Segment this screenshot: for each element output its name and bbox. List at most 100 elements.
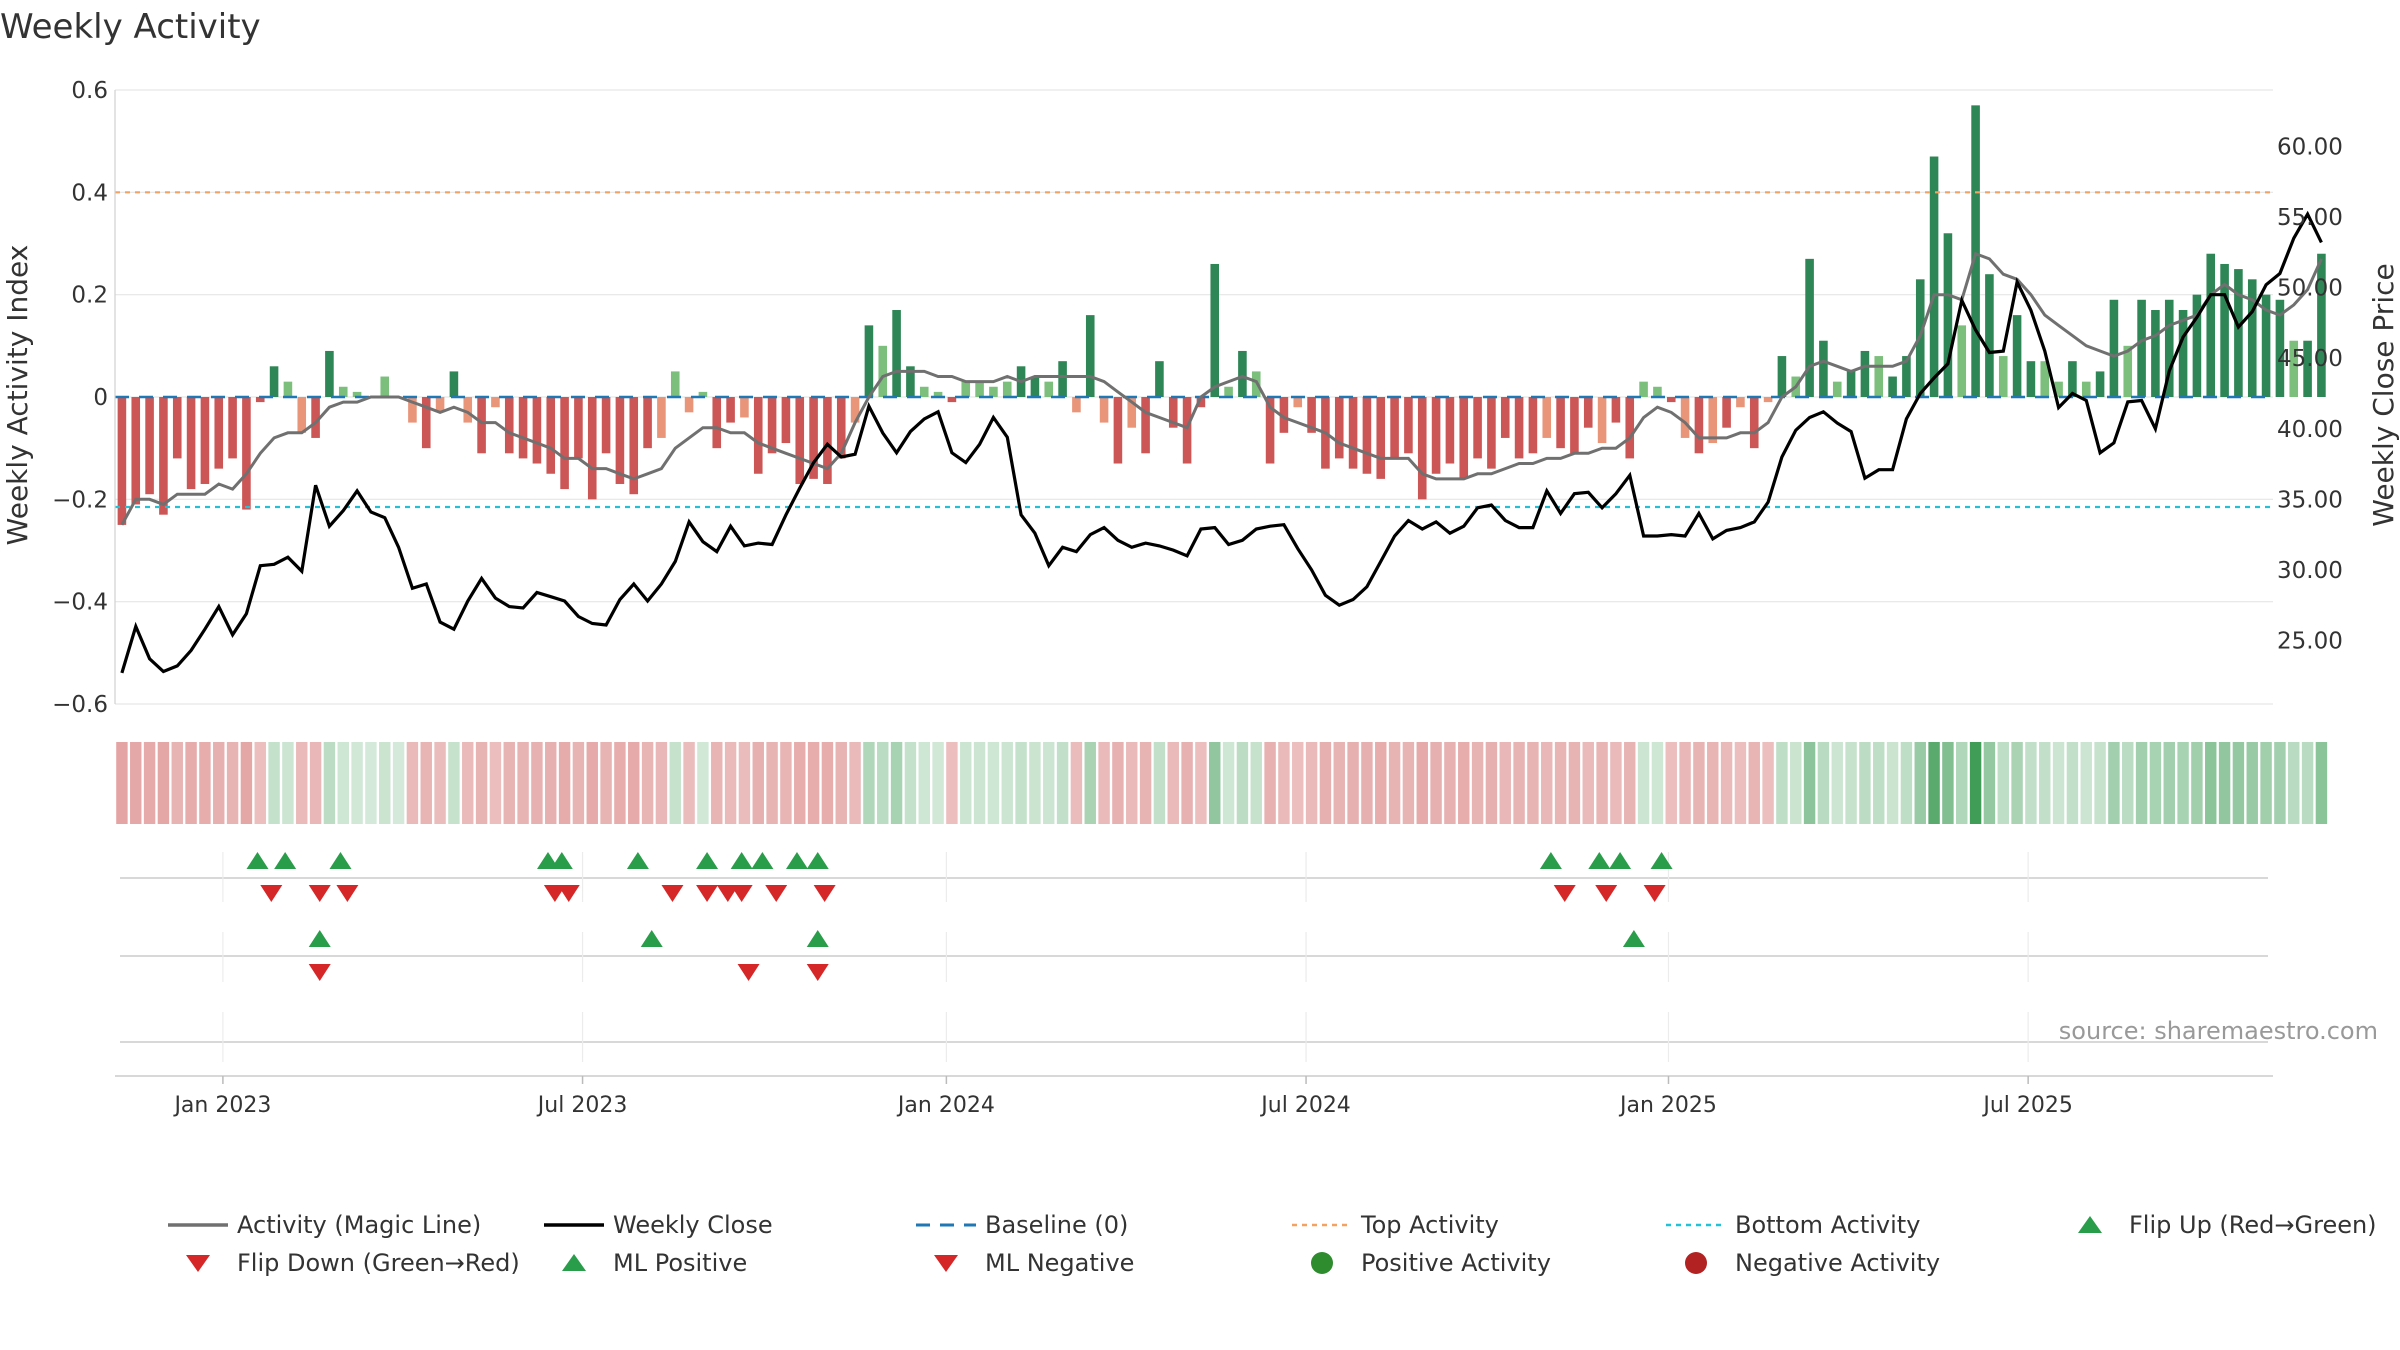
activity-bar: [850, 397, 860, 423]
axes: 0.6 0.4 0.2 0 −0.2 −0.4 −0.6 60.00 55.00 50.00 45.…: [52, 78, 2343, 718]
right-tick-label: 35.00: [2277, 487, 2343, 513]
heat-cell: [143, 742, 156, 824]
heat-cell: [1831, 742, 1843, 824]
heat-cell: [600, 742, 612, 824]
flip-down-marker: [1553, 885, 1576, 902]
activity-bar: [546, 397, 556, 474]
activity-bar: [1099, 397, 1109, 423]
heat-cell: [2246, 742, 2258, 824]
activity-bar: [435, 397, 445, 413]
activity-bar: [449, 371, 459, 397]
heat-cell: [282, 742, 294, 824]
heat-cell: [1181, 742, 1193, 824]
heat-cell: [1665, 742, 1677, 824]
activity-bar: [2234, 269, 2243, 397]
activity-bar: [1528, 397, 1538, 454]
activity-bar: [809, 397, 818, 479]
activity-bar: [1224, 386, 1233, 397]
heat-cell: [641, 742, 654, 824]
heat-cell: [1928, 742, 1940, 824]
heat-cell: [1084, 742, 1096, 824]
legend-item: Positive Activity: [1311, 1249, 1551, 1277]
signal-rows: [120, 852, 2268, 1062]
activity-bar: [2261, 294, 2271, 397]
activity-bar: [1819, 340, 1828, 397]
activity-bar: [1058, 361, 1067, 397]
heat-cell: [1541, 742, 1553, 824]
x-tick-label: Jan 2023: [172, 1093, 271, 1118]
activity-bar: [255, 397, 265, 403]
legend: Activity (Magic Line) Weekly Close Baselin…: [168, 1211, 2377, 1277]
heat-cell: [1444, 742, 1456, 824]
flip-up-marker: [536, 852, 559, 869]
right-tick-label: 55.00: [2277, 205, 2343, 231]
activity-bar: [767, 397, 777, 454]
flip-down-marker: [336, 885, 359, 902]
ml-positive-marker: [1622, 930, 1645, 947]
heat-cell: [1596, 742, 1608, 824]
activity-bar: [878, 345, 888, 397]
legend-item: Top Activity: [1292, 1211, 1499, 1239]
heat-cell: [213, 742, 225, 824]
activity-bar: [242, 397, 251, 510]
activity-bar: [1473, 397, 1482, 459]
activity-bar: [1708, 397, 1718, 444]
heat-cell: [1485, 742, 1498, 824]
heat-cell: [1167, 742, 1179, 824]
activity-bar: [864, 325, 874, 397]
heat-cell: [1250, 742, 1262, 824]
heat-cell: [1305, 742, 1318, 824]
activity-bar: [1666, 397, 1676, 403]
heat-cell: [1139, 742, 1152, 824]
activity-bar: [1736, 397, 1745, 408]
heat-cell: [1209, 742, 1221, 824]
heat-cell: [171, 742, 183, 824]
heat-cell: [766, 742, 778, 824]
legend-label: Activity (Magic Line): [237, 1211, 481, 1239]
heat-cell: [199, 742, 211, 824]
heat-cell: [1637, 742, 1650, 824]
heat-cell: [1748, 742, 1760, 824]
heat-cell: [1402, 742, 1415, 824]
heat-cell: [1983, 742, 1996, 824]
activity-bar: [615, 397, 625, 484]
activity-bar: [1334, 397, 1344, 459]
heat-cell: [1236, 742, 1249, 824]
activity-bar: [906, 366, 915, 397]
heat-cell: [475, 742, 488, 824]
flip-up-marker: [550, 852, 573, 869]
activity-bar: [795, 397, 805, 484]
activity-bar: [1044, 381, 1054, 397]
activity-bar: [2317, 253, 2326, 397]
activity-bar: [1805, 258, 1814, 397]
heat-cell: [1900, 742, 1913, 824]
heat-cell: [1388, 742, 1401, 824]
activity-bar: [1431, 397, 1441, 474]
activity-bar: [421, 397, 431, 449]
activity-bar: [1570, 397, 1579, 454]
left-tick-label: −0.6: [52, 692, 108, 718]
heat-cell: [2260, 742, 2272, 824]
activity-bar: [1417, 397, 1427, 500]
heat-cell: [2163, 742, 2175, 824]
legend-swatch: [1311, 1252, 1333, 1274]
heat-cell: [1734, 742, 1747, 824]
ml-positive-marker: [308, 930, 331, 947]
heat-cell: [2218, 742, 2231, 824]
activity-bar: [477, 397, 486, 454]
legend-item: Flip Up (Red→Green): [2078, 1211, 2377, 1239]
activity-bar: [1846, 371, 1856, 397]
heat-cell: [116, 742, 128, 824]
heat-cell: [240, 742, 253, 824]
heat-cell: [517, 742, 529, 824]
heat-cell: [2205, 742, 2217, 824]
activity-bar: [1653, 386, 1662, 397]
activity-bar: [1210, 263, 1220, 397]
legend-item: Bottom Activity: [1666, 1211, 1920, 1239]
x-tick-label: Jul 2024: [1259, 1093, 1351, 1118]
activity-bar: [1542, 397, 1552, 438]
heat-cell: [309, 742, 322, 824]
activity-bar: [2151, 310, 2160, 397]
activity-bar: [989, 386, 998, 397]
heat-cell: [531, 742, 543, 824]
